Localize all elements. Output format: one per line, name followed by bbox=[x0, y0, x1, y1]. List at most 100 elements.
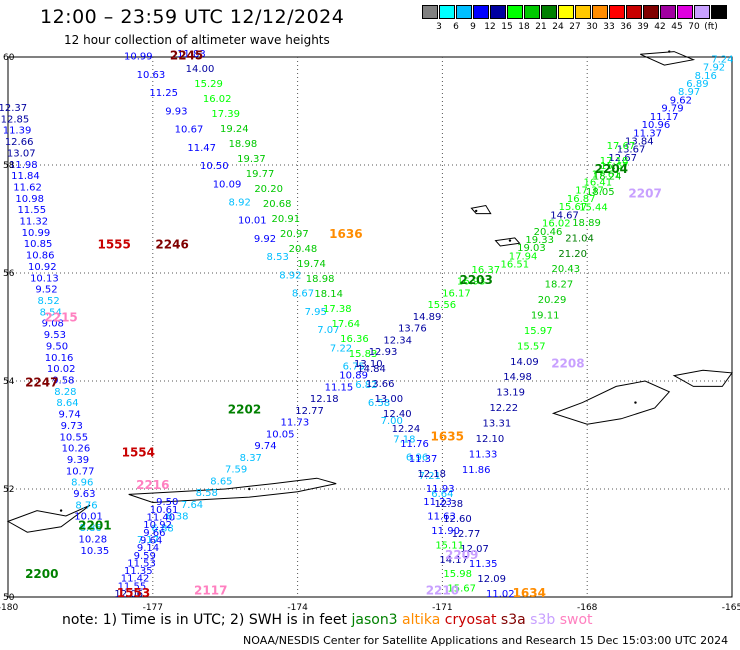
legend-level: (ft) bbox=[704, 22, 718, 32]
wave-height-label: 8.64 bbox=[56, 398, 78, 409]
wave-height-label: 10.67 bbox=[175, 125, 204, 136]
wave-height-label: 9.92 bbox=[254, 234, 276, 245]
wave-height-label: 12.18 bbox=[310, 394, 339, 405]
wave-height-label: 17.61 bbox=[592, 169, 621, 180]
wave-height-label: 7.21 bbox=[419, 471, 441, 482]
wave-height-label: 8.67 bbox=[292, 289, 314, 300]
legend-swatch bbox=[490, 5, 506, 19]
legend-level: 15 bbox=[501, 22, 513, 32]
wave-height-label: 12.37 bbox=[0, 103, 27, 114]
wave-height-label: 11.73 bbox=[281, 418, 310, 429]
wave-height-label: 11.02 bbox=[486, 589, 515, 600]
lat-tick-label: 50 bbox=[3, 593, 15, 603]
wave-height-label: 11.40 bbox=[147, 513, 176, 524]
satellite-name: altika bbox=[402, 612, 445, 628]
wave-height-label: 11.84 bbox=[11, 171, 40, 182]
pass-time-label: 2209 bbox=[445, 548, 478, 562]
legend-swatch bbox=[643, 5, 659, 19]
pass-time-label: 1554 bbox=[122, 446, 155, 460]
lat-tick-label: 54 bbox=[3, 377, 15, 387]
wave-height-label: 16.37 bbox=[472, 265, 501, 276]
wave-height-label: 8.92 bbox=[279, 270, 301, 281]
lon-tick-label: -174 bbox=[287, 603, 308, 613]
wave-height-label: 20.29 bbox=[538, 295, 567, 306]
wave-height-label: 9.39 bbox=[67, 455, 89, 466]
wave-height-label: 19.77 bbox=[246, 169, 275, 180]
wave-height-label: 11.25 bbox=[149, 88, 178, 99]
legend-swatch bbox=[439, 5, 455, 19]
island-outline bbox=[6, 504, 91, 533]
wave-height-label: 6.64 bbox=[431, 489, 453, 500]
wave-height-label: 10.61 bbox=[150, 505, 179, 516]
island-dot bbox=[634, 401, 637, 404]
wave-height-label: 8.92 bbox=[229, 198, 251, 209]
satellite-name: jason3 bbox=[351, 612, 403, 628]
wave-height-label: 17.38 bbox=[323, 304, 352, 315]
wave-height-label: 8.58 bbox=[196, 488, 218, 499]
wave-height-label: 7.00 bbox=[381, 416, 403, 427]
legend-level: 39 bbox=[637, 22, 649, 32]
legend-swatch bbox=[422, 5, 438, 19]
legend-level: 70 bbox=[688, 22, 700, 32]
wave-height-label: 11.62 bbox=[13, 182, 42, 193]
wave-tracks: 10.99 10.63 11.25 9.93 10.67 11.47 10.50 10.09 8… bbox=[0, 49, 733, 600]
island-outline bbox=[640, 51, 696, 66]
lon-tick-label: -177 bbox=[143, 603, 163, 613]
pass-time-label: 2200 bbox=[25, 567, 58, 581]
wave-height-label: 11.53 bbox=[127, 558, 156, 569]
wave-height-label: 11.32 bbox=[20, 217, 49, 228]
pass-time-label: 2246 bbox=[155, 238, 188, 252]
wave-height-label: 12.18 bbox=[417, 469, 446, 480]
wave-height-label: 11.39 bbox=[3, 126, 32, 137]
wave-height-label: 15.98 bbox=[443, 569, 472, 580]
wave-height-label: 11.37 bbox=[633, 128, 662, 139]
pass-time-label: 2202 bbox=[228, 402, 261, 416]
wave-height-label: 10.86 bbox=[26, 251, 55, 262]
island-outline bbox=[494, 237, 521, 247]
wave-height-label: 7.22 bbox=[330, 343, 352, 354]
legend-level: 45 bbox=[671, 22, 683, 32]
wave-height-label: 7.59 bbox=[225, 465, 247, 476]
wave-height-label: 9.73 bbox=[61, 421, 83, 432]
pass-time-label: 1636 bbox=[329, 227, 362, 241]
wave-height-label: 18.98 bbox=[229, 139, 258, 150]
pass-time-label: 1555 bbox=[97, 238, 130, 252]
wave-height-label: 20.68 bbox=[263, 199, 292, 210]
wave-height-label: 7.92 bbox=[703, 63, 725, 74]
satellite-name: swot bbox=[559, 612, 593, 628]
wave-height-label: 15.29 bbox=[194, 79, 223, 90]
wave-height-label: 9.62 bbox=[670, 95, 692, 106]
legend-swatch bbox=[660, 5, 676, 19]
wave-height-label: 12.93 bbox=[369, 347, 398, 358]
wave-height-label: 10.55 bbox=[60, 432, 89, 443]
wave-height-label: 13.00 bbox=[374, 394, 403, 405]
wave-height-label: 9.08 bbox=[42, 319, 64, 330]
wave-height-label: 10.16 bbox=[45, 353, 74, 364]
wave-height-label: 11.23 bbox=[423, 497, 452, 508]
lon-tick-label: -180 bbox=[0, 603, 18, 613]
wave-height-label: 6.58 bbox=[368, 398, 390, 409]
wave-height-label: 11.17 bbox=[650, 112, 679, 123]
wave-height-label: 10.02 bbox=[47, 364, 76, 375]
wave-height-label: 8.65 bbox=[210, 476, 232, 487]
wave-height-label: 19.37 bbox=[237, 154, 266, 165]
wave-height-label: 15.97 bbox=[524, 326, 553, 337]
satellite-name: cryosat bbox=[444, 612, 501, 628]
wave-height-label: 16.02 bbox=[542, 219, 571, 230]
pass-time-label: 2215 bbox=[44, 311, 77, 325]
wave-height-label: 18.05 bbox=[586, 187, 615, 198]
legend-swatch bbox=[626, 5, 642, 19]
wave-height-label: 15.67 bbox=[447, 584, 476, 595]
wave-height-label: 14.84 bbox=[357, 364, 386, 375]
lat-tick-label: 56 bbox=[3, 269, 15, 279]
wave-height-label: 13.76 bbox=[398, 324, 427, 335]
wave-height-label: 10.09 bbox=[213, 179, 242, 190]
wave-height-label: 18.27 bbox=[545, 280, 574, 291]
wave-height-label: 16.41 bbox=[583, 178, 612, 189]
wave-height-label: 13.66 bbox=[366, 379, 395, 390]
wave-height-label: 9.66 bbox=[143, 528, 165, 539]
wave-height-label: 11.33 bbox=[469, 449, 498, 460]
wave-height-label: 10.99 bbox=[22, 228, 51, 239]
lat-tick-label: 58 bbox=[3, 161, 15, 171]
